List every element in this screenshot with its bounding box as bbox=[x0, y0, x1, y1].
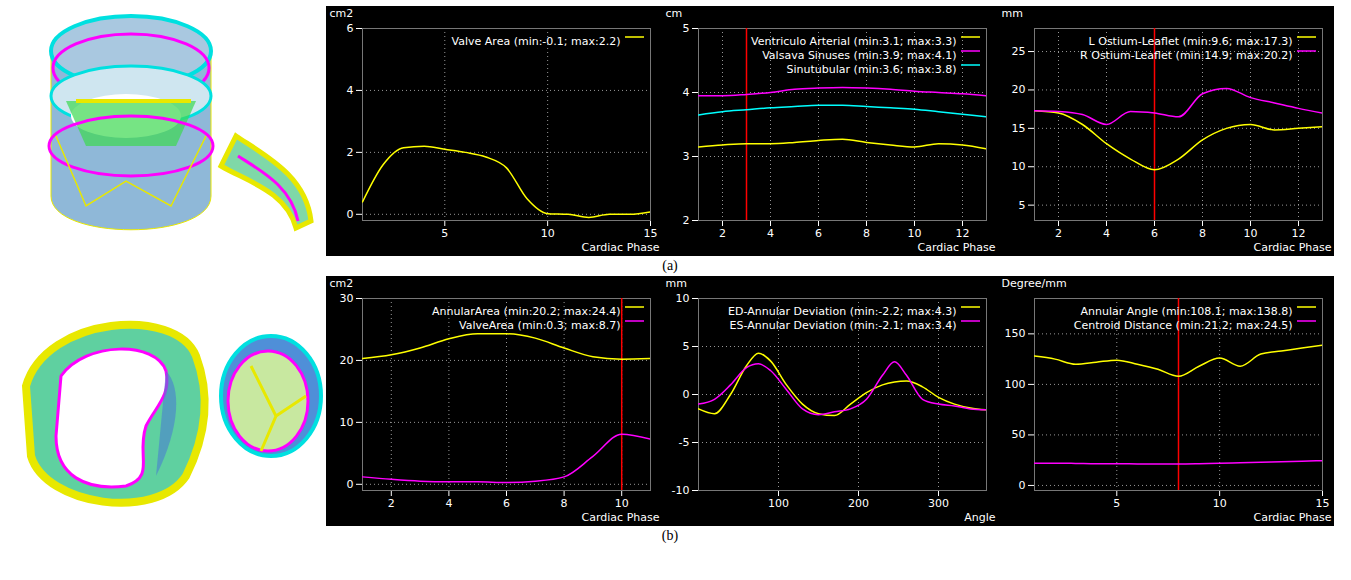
svg-text:Centroid Distance (min:21.2; m: Centroid Distance (min:21.2; max:24.5) bbox=[1074, 319, 1293, 332]
svg-text:5: 5 bbox=[1019, 199, 1026, 212]
svg-text:4: 4 bbox=[347, 84, 354, 97]
svg-text:100: 100 bbox=[1005, 378, 1026, 391]
svg-text:6: 6 bbox=[815, 227, 822, 240]
svg-text:Cardiac Phase: Cardiac Phase bbox=[582, 241, 660, 254]
svg-text:20: 20 bbox=[1012, 83, 1026, 96]
svg-text:2: 2 bbox=[683, 214, 690, 227]
svg-text:R Ostium-Leaflet (min:14.9; ma: R Ostium-Leaflet (min:14.9; max:20.2) bbox=[1080, 49, 1292, 62]
svg-text:8: 8 bbox=[1199, 227, 1206, 240]
svg-text:0: 0 bbox=[347, 208, 354, 221]
svg-text:ES-Annular Deviation (min:-2.1: ES-Annular Deviation (min:-2.1; max:3.4) bbox=[730, 319, 957, 332]
svg-text:5: 5 bbox=[683, 22, 690, 35]
svg-text:Annular Angle (min:108.1; max:: Annular Angle (min:108.1; max:138.8) bbox=[1081, 305, 1293, 318]
svg-text:15: 15 bbox=[1012, 122, 1026, 135]
svg-text:8: 8 bbox=[863, 227, 870, 240]
svg-text:10: 10 bbox=[1244, 227, 1258, 240]
svg-text:15: 15 bbox=[1316, 497, 1330, 510]
svg-text:0: 0 bbox=[1019, 479, 1026, 492]
svg-text:15: 15 bbox=[644, 227, 658, 240]
svg-text:4: 4 bbox=[445, 497, 452, 510]
svg-text:10: 10 bbox=[908, 227, 922, 240]
svg-text:0: 0 bbox=[347, 478, 354, 491]
svg-text:L Ostium-Leaflet (min:9.6; max: L Ostium-Leaflet (min:9.6; max:17.3) bbox=[1089, 35, 1293, 48]
svg-text:10: 10 bbox=[340, 416, 354, 429]
svg-text:Ventriculo Arterial (min:3.1;: Ventriculo Arterial (min:3.1; max:3.3) bbox=[751, 35, 957, 48]
svg-text:ValveArea (min:0.3; max:8.7): ValveArea (min:0.3; max:8.7) bbox=[459, 319, 620, 332]
svg-text:Cardiac Phase: Cardiac Phase bbox=[1254, 511, 1332, 524]
svg-text:4: 4 bbox=[683, 86, 690, 99]
svg-text:cm2: cm2 bbox=[330, 277, 354, 290]
svg-text:2: 2 bbox=[1055, 227, 1062, 240]
svg-text:50: 50 bbox=[1012, 428, 1026, 441]
svg-text:Angle: Angle bbox=[964, 511, 996, 524]
svg-text:mm: mm bbox=[1002, 7, 1023, 20]
svg-text:200: 200 bbox=[848, 497, 869, 510]
svg-text:Cardiac Phase: Cardiac Phase bbox=[918, 241, 996, 254]
svg-text:Valve Area (min:-0.1; max:2.2): Valve Area (min:-0.1; max:2.2) bbox=[452, 35, 621, 48]
svg-text:10: 10 bbox=[1213, 497, 1227, 510]
svg-text:Degree/mm: Degree/mm bbox=[1002, 277, 1067, 290]
svg-text:-5: -5 bbox=[679, 436, 690, 449]
svg-text:cm: cm bbox=[666, 7, 683, 20]
svg-text:4: 4 bbox=[1103, 227, 1110, 240]
svg-text:150: 150 bbox=[1005, 327, 1026, 340]
svg-text:10: 10 bbox=[615, 497, 629, 510]
svg-text:2: 2 bbox=[347, 146, 354, 159]
svg-text:5: 5 bbox=[1113, 497, 1120, 510]
html-text:(b): (b) bbox=[661, 528, 679, 543]
svg-text:5: 5 bbox=[683, 340, 690, 353]
svg-text:AnnularArea (min:20.2; max:24.: AnnularArea (min:20.2; max:24.4) bbox=[432, 305, 620, 318]
svg-text:300: 300 bbox=[928, 497, 949, 510]
svg-text:100: 100 bbox=[768, 497, 789, 510]
svg-text:30: 30 bbox=[340, 292, 354, 305]
svg-text:ED-Annular Deviation (min:-2.2: ED-Annular Deviation (min:-2.2; max:4.3) bbox=[728, 305, 956, 318]
svg-text:2: 2 bbox=[388, 497, 395, 510]
svg-text:12: 12 bbox=[1292, 227, 1306, 240]
svg-text:25: 25 bbox=[1012, 45, 1026, 58]
svg-text:3: 3 bbox=[683, 150, 690, 163]
svg-text:8: 8 bbox=[561, 497, 568, 510]
svg-text:20: 20 bbox=[340, 354, 354, 367]
svg-text:6: 6 bbox=[503, 497, 510, 510]
svg-text:12: 12 bbox=[956, 227, 970, 240]
svg-text:5: 5 bbox=[441, 227, 448, 240]
svg-text:mm: mm bbox=[666, 277, 687, 290]
svg-text:Sinutubular (min:3.6; max:3.8): Sinutubular (min:3.6; max:3.8) bbox=[787, 63, 957, 76]
svg-text:0: 0 bbox=[683, 388, 690, 401]
svg-text:Cardiac Phase: Cardiac Phase bbox=[1254, 241, 1332, 254]
svg-text:6: 6 bbox=[347, 22, 354, 35]
svg-text:cm2: cm2 bbox=[330, 7, 354, 20]
svg-text:2: 2 bbox=[719, 227, 726, 240]
svg-text:Valsava Sinuses (min:3.9; max:: Valsava Sinuses (min:3.9; max:4.1) bbox=[762, 49, 956, 62]
svg-text:4: 4 bbox=[767, 227, 774, 240]
svg-text:10: 10 bbox=[676, 292, 690, 305]
svg-text:Cardiac Phase: Cardiac Phase bbox=[582, 511, 660, 524]
svg-text:10: 10 bbox=[541, 227, 555, 240]
svg-text:-10: -10 bbox=[672, 484, 690, 497]
html-text:(a): (a) bbox=[662, 258, 678, 273]
svg-text:10: 10 bbox=[1012, 160, 1026, 173]
svg-text:6: 6 bbox=[1151, 227, 1158, 240]
